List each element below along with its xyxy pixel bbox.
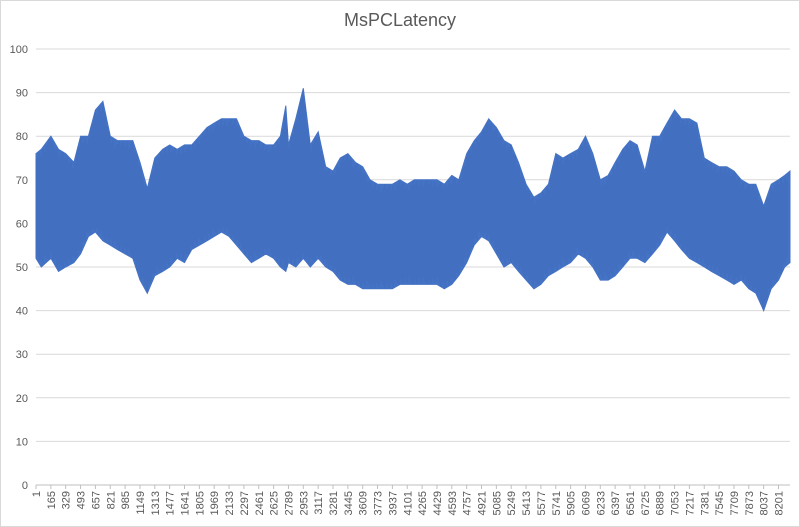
x-tick-label: 3281 bbox=[328, 491, 340, 515]
y-tick-label: 100 bbox=[10, 44, 28, 56]
x-tick-label: 7545 bbox=[714, 491, 726, 515]
x-tick-label: 3937 bbox=[387, 491, 399, 515]
x-tick-label: 821 bbox=[105, 491, 117, 509]
x-tick-label: 2461 bbox=[254, 491, 266, 515]
x-tick-label: 8037 bbox=[759, 491, 771, 515]
x-tick-label: 2789 bbox=[283, 491, 295, 515]
y-tick-label: 80 bbox=[16, 131, 28, 143]
x-axis-ticks: 1 165 329 493 657 821 985 1149 1313 1477 1641 1805 1… bbox=[31, 485, 786, 515]
x-tick-label: 3609 bbox=[358, 491, 370, 515]
x-tick-label: 7709 bbox=[729, 491, 741, 515]
x-tick-label: 4265 bbox=[417, 491, 429, 515]
x-tick-label: 5085 bbox=[491, 491, 503, 515]
x-tick-label: 1 bbox=[31, 491, 43, 497]
x-tick-label: 4101 bbox=[402, 491, 414, 515]
y-tick-label: 10 bbox=[16, 436, 28, 448]
x-tick-label: 3117 bbox=[313, 491, 325, 515]
x-tick-label: 6725 bbox=[640, 491, 652, 515]
x-tick-label: 1805 bbox=[194, 491, 206, 515]
x-tick-label: 6561 bbox=[625, 491, 637, 515]
y-tick-label: 70 bbox=[16, 175, 28, 187]
y-tick-label: 60 bbox=[16, 218, 28, 230]
y-tick-label: 90 bbox=[16, 88, 28, 100]
x-tick-label: 1969 bbox=[209, 491, 221, 515]
x-tick-label: 329 bbox=[61, 491, 73, 509]
x-tick-label: 5249 bbox=[506, 491, 518, 515]
y-tick-label: 40 bbox=[16, 306, 28, 318]
y-tick-label: 0 bbox=[22, 480, 28, 492]
x-tick-label: 4921 bbox=[477, 491, 489, 515]
x-tick-label: 4593 bbox=[447, 491, 459, 515]
x-tick-label: 5905 bbox=[566, 491, 578, 515]
x-tick-label: 493 bbox=[76, 491, 88, 509]
x-tick-label: 2953 bbox=[298, 491, 310, 515]
y-axis: 0 10 20 30 40 50 60 70 80 90 100 bbox=[10, 44, 28, 492]
x-tick-label: 2133 bbox=[224, 491, 236, 515]
data-series-texture bbox=[36, 94, 788, 310]
x-tick-label: 7381 bbox=[699, 491, 711, 515]
x-tick-label: 4429 bbox=[432, 491, 444, 515]
x-tick-label: 7053 bbox=[670, 491, 682, 515]
x-tick-label: 6069 bbox=[580, 491, 592, 515]
x-tick-label: 6889 bbox=[655, 491, 667, 515]
x-tick-label: 8201 bbox=[774, 491, 786, 515]
chart-title: MsPCLatency bbox=[343, 10, 457, 30]
x-tick-label: 3445 bbox=[343, 491, 355, 515]
x-tick-label: 7873 bbox=[744, 491, 756, 515]
x-tick-label: 657 bbox=[90, 491, 102, 509]
x-tick-label: 1149 bbox=[135, 491, 147, 515]
x-tick-label: 6233 bbox=[595, 491, 607, 515]
x-tick-label: 2625 bbox=[269, 491, 281, 515]
x-tick-label: 1313 bbox=[150, 491, 162, 515]
x-tick-label: 1477 bbox=[165, 491, 177, 515]
x-tick-label: 2297 bbox=[239, 491, 251, 515]
x-tick-label: 4757 bbox=[462, 491, 474, 515]
x-tick-label: 6397 bbox=[610, 491, 622, 515]
y-tick-label: 20 bbox=[16, 393, 28, 405]
x-tick-label: 5741 bbox=[551, 491, 563, 515]
x-tick-label: 7217 bbox=[684, 491, 696, 515]
x-tick-label: 5413 bbox=[521, 491, 533, 515]
y-tick-label: 30 bbox=[16, 349, 28, 361]
data-area-group bbox=[35, 88, 791, 312]
x-tick-label: 985 bbox=[120, 491, 132, 509]
x-tick-label: 1641 bbox=[180, 491, 192, 515]
x-tick-label: 5577 bbox=[536, 491, 548, 515]
x-tick-label: 165 bbox=[46, 491, 58, 509]
y-tick-label: 50 bbox=[16, 262, 28, 274]
x-tick-label: 3773 bbox=[373, 491, 385, 515]
